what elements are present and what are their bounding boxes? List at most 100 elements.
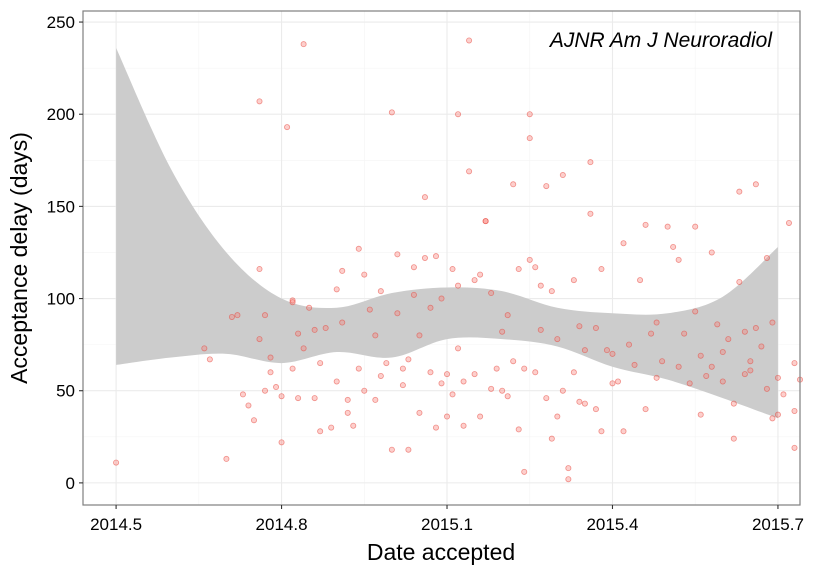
x-axis: 2014.5 2014.8 2015.1 2015.4 2015.7 (90, 505, 804, 534)
data-point (234, 312, 241, 319)
data-point (289, 297, 296, 304)
data-point (427, 369, 434, 376)
data-point (410, 264, 417, 271)
data-point (681, 330, 688, 337)
data-point (399, 365, 406, 372)
data-point (780, 391, 787, 398)
data-point (455, 282, 462, 289)
data-point (256, 98, 263, 105)
data-point (747, 367, 754, 374)
data-point (350, 422, 357, 429)
data-point (306, 304, 313, 311)
data-point (262, 387, 269, 394)
data-point (587, 159, 594, 166)
data-point (317, 360, 324, 367)
x-tick-label: 2014.5 (90, 515, 142, 534)
x-tick-label: 2015.4 (586, 515, 638, 534)
data-point (752, 181, 759, 188)
data-point (289, 365, 296, 372)
data-point (521, 365, 528, 372)
data-point (482, 218, 489, 225)
data-point (692, 308, 699, 315)
data-point (642, 221, 649, 228)
data-point (736, 188, 743, 195)
data-point (460, 378, 467, 385)
data-point (388, 109, 395, 116)
data-point (708, 249, 715, 256)
data-point (554, 336, 561, 343)
data-point (377, 288, 384, 295)
data-point (592, 406, 599, 413)
data-point (675, 256, 682, 263)
x-tick-label: 2015.7 (752, 515, 804, 534)
data-point (499, 387, 506, 394)
data-point (769, 415, 776, 422)
confidence-band (116, 47, 778, 419)
data-point (697, 352, 704, 359)
data-point (548, 288, 555, 295)
data-point (449, 391, 456, 398)
data-point (267, 369, 274, 376)
data-point (388, 446, 395, 453)
data-point (598, 428, 605, 435)
data-point (526, 135, 533, 142)
data-point (239, 391, 246, 398)
y-tick-label: 150 (47, 197, 75, 216)
data-point (471, 371, 478, 378)
data-point (256, 336, 263, 343)
y-tick-label: 200 (47, 105, 75, 124)
data-point (741, 371, 748, 378)
data-point (377, 372, 384, 379)
data-point (532, 264, 539, 271)
data-point (256, 266, 263, 273)
y-tick-label: 0 (66, 474, 75, 493)
data-point (510, 358, 517, 365)
data-point (383, 360, 390, 367)
data-point (592, 325, 599, 332)
data-point (267, 354, 274, 361)
data-point (328, 424, 335, 431)
x-tick-label: 2015.1 (421, 515, 473, 534)
data-points-layer (113, 37, 804, 483)
data-point (730, 435, 737, 442)
data-point (730, 400, 737, 407)
data-point (449, 266, 456, 273)
data-point (609, 380, 616, 387)
data-point (438, 380, 445, 387)
data-point (416, 409, 423, 416)
data-point (493, 365, 500, 372)
data-point (515, 426, 522, 433)
data-point (559, 387, 566, 394)
data-point (466, 37, 473, 44)
data-point (774, 374, 781, 381)
data-point (576, 323, 583, 330)
data-point (532, 369, 539, 376)
data-point (466, 168, 473, 175)
data-point (201, 345, 208, 352)
data-point (648, 330, 655, 337)
data-point (570, 369, 577, 376)
data-point (620, 240, 627, 247)
data-point (405, 446, 412, 453)
data-point (289, 299, 296, 306)
y-axis: 0 50 100 150 200 250 (47, 13, 83, 493)
data-point (653, 319, 660, 326)
data-point (565, 476, 572, 483)
data-point (344, 396, 351, 403)
data-point (477, 413, 484, 420)
data-point (565, 465, 572, 472)
data-point (570, 277, 577, 284)
data-point (670, 243, 677, 250)
data-point (410, 291, 417, 298)
data-point (626, 341, 633, 348)
data-point (333, 378, 340, 385)
data-point (620, 428, 627, 435)
data-point (609, 350, 616, 357)
data-point (361, 271, 368, 278)
data-point (477, 271, 484, 278)
data-point (526, 256, 533, 263)
data-point (675, 363, 682, 370)
y-axis-title: Acceptance delay (days) (6, 132, 32, 384)
data-point (223, 455, 230, 462)
